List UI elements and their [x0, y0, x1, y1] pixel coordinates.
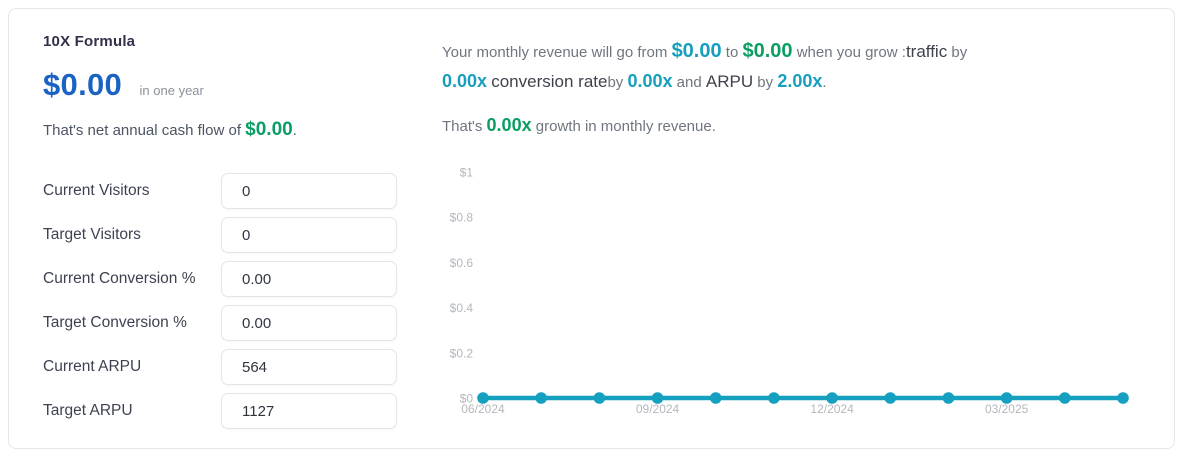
period: .: [822, 74, 827, 91]
conversion-multiplier-value: 0.00x: [627, 71, 673, 91]
current-arpu-input[interactable]: [221, 349, 397, 385]
revenue-from-value: $0.00: [671, 40, 722, 62]
form-row-current-arpu: Current ARPU: [43, 349, 397, 385]
net-cashflow-value: $0.00: [245, 119, 293, 140]
chart-point: [477, 392, 489, 404]
annual-revenue-value: $0.00: [43, 67, 123, 102]
growth-text: That's: [442, 118, 487, 135]
traffic-multiplier-value: 0.00x: [442, 71, 488, 91]
revenue-text: Your monthly revenue will go from: [442, 44, 672, 61]
target-conversion-input[interactable]: [221, 305, 397, 341]
conversion-rate-label: conversion rate: [491, 72, 608, 91]
formula-form: Current Visitors Target Visitors Current…: [43, 173, 397, 437]
target-visitors-input[interactable]: [221, 217, 397, 253]
growth-suffix-text: growth in monthly revenue.: [531, 118, 716, 135]
growth-sentence: That's 0.00x growth in monthly revenue.: [442, 111, 990, 141]
arpu-multiplier-value: 2.00x: [777, 71, 823, 91]
grow-text: when you grow :: [792, 44, 906, 61]
revenue-sentence: Your monthly revenue will go from $0.00 …: [442, 37, 990, 97]
x-axis-tick: 12/2024: [810, 402, 854, 416]
chart-point: [826, 392, 838, 404]
y-axis-tick: $0.4: [450, 301, 474, 315]
left-panel: 10X Formula $0.00 in one year That's net…: [43, 33, 423, 141]
target-visitors-label: Target Visitors: [43, 226, 141, 243]
current-arpu-label: Current ARPU: [43, 358, 142, 375]
chart-point: [884, 392, 897, 404]
current-visitors-input[interactable]: [221, 173, 397, 209]
cashflow-text: That's net annual cash flow of: [43, 122, 246, 139]
growth-multiplier-value: 0.00x: [486, 115, 532, 135]
chart-point: [1000, 392, 1013, 404]
page-title: 10X Formula: [43, 33, 136, 50]
x-axis-tick: 03/2025: [985, 402, 1029, 416]
target-arpu-label: Target ARPU: [43, 402, 133, 419]
revenue-to-value: $0.00: [742, 40, 793, 62]
form-row-target-arpu: Target ARPU: [43, 393, 397, 429]
chart-point: [535, 392, 547, 404]
form-row-target-visitors: Target Visitors: [43, 217, 397, 253]
headline-suffix: in one year: [139, 83, 204, 98]
chart-point: [942, 392, 955, 404]
chart-point: [593, 392, 606, 404]
chart-point: [709, 392, 722, 404]
y-axis-tick: $0: [460, 392, 474, 406]
form-row-current-conversion: Current Conversion %: [43, 261, 397, 297]
target-conversion-label: Target Conversion %: [43, 314, 187, 331]
headline: $0.00 in one year: [43, 67, 423, 103]
revenue-chart-svg: $1 $0.8 $0.6 $0.4 $0.2 $006/2024 09/2024 12/202…: [450, 166, 1129, 416]
chart-point: [1059, 392, 1071, 404]
y-axis-tick: $0.6: [450, 256, 474, 270]
formula-card: 10X Formula $0.00 in one year That's net…: [8, 8, 1175, 449]
by-text-2: by: [607, 74, 628, 91]
y-axis-tick: $1: [460, 166, 474, 180]
chart-point: [1117, 392, 1129, 404]
current-conversion-input[interactable]: [221, 261, 397, 297]
form-row-current-visitors: Current Visitors: [43, 173, 397, 209]
y-axis-tick: $0.8: [450, 211, 474, 225]
chart-point: [651, 392, 664, 404]
y-axis-tick: $0.2: [450, 346, 474, 360]
by-text-1: by: [947, 44, 968, 61]
traffic-label: traffic: [905, 42, 948, 61]
by-text-3: by: [753, 74, 778, 91]
x-axis-tick: 09/2024: [636, 402, 680, 416]
form-row-target-conversion: Target Conversion %: [43, 305, 397, 341]
current-conversion-label: Current Conversion %: [43, 270, 196, 287]
current-visitors-label: Current Visitors: [43, 182, 150, 199]
and-text: and: [672, 74, 706, 91]
chart-point: [768, 392, 780, 404]
revenue-to-text: to: [721, 44, 743, 61]
cashflow-period: .: [292, 122, 297, 139]
revenue-chart: $1 $0.8 $0.6 $0.4 $0.2 $0 06/2024 09/2024 12/202…: [442, 159, 1172, 431]
x-axis-tick: 06/2024: [461, 402, 505, 416]
arpu-label: ARPU: [705, 72, 754, 91]
target-arpu-input[interactable]: [221, 393, 397, 429]
cashflow-sentence: That's net annual cash flow of $0.00.: [43, 119, 423, 141]
